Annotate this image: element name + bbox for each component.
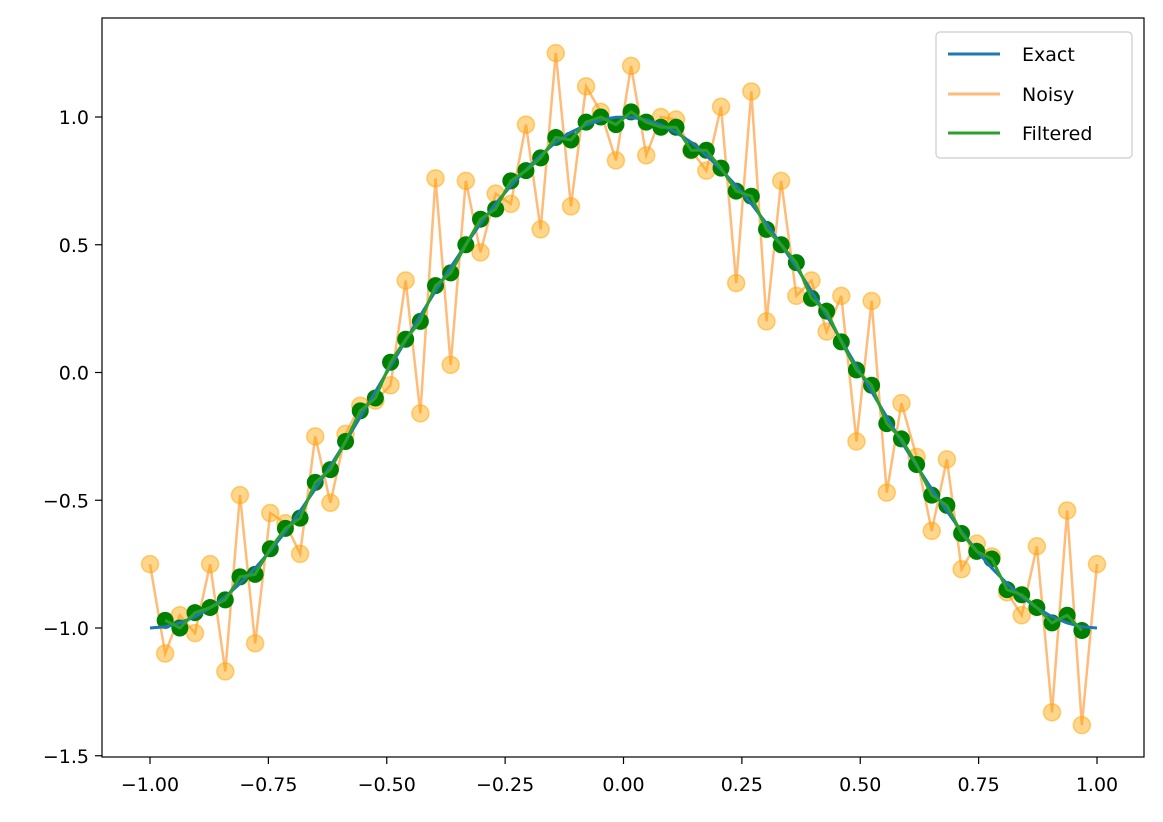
data-point-noisy (200, 554, 220, 574)
data-point-noisy (1087, 554, 1107, 574)
data-point-noisy (757, 312, 776, 331)
x-tick-label: −1.00 (121, 774, 179, 796)
data-point-noisy (230, 485, 250, 505)
data-point-noisy (576, 77, 596, 96)
data-point-noisy (245, 634, 265, 653)
data-point-noisy (216, 662, 235, 681)
data-point-noisy (1072, 715, 1092, 735)
data-point-noisy (290, 544, 310, 564)
data-point-noisy (892, 393, 911, 413)
data-point-noisy (306, 427, 325, 446)
data-point-noisy (321, 493, 340, 513)
data-point-noisy (185, 623, 205, 643)
x-tick-label: 0.00 (602, 774, 644, 796)
y-tick-label: 0.0 (59, 363, 89, 385)
data-point-noisy (426, 169, 445, 188)
series-line-filtered (164, 110, 1083, 632)
x-tick-label: 0.50 (839, 774, 881, 796)
y-tick-label: −0.5 (43, 490, 89, 512)
data-point-noisy (847, 432, 866, 451)
data-point-noisy (516, 115, 536, 134)
data-point-noisy (742, 82, 761, 101)
y-axis: −1.5 −1.0 −0.5 0.0 0.5 1.0 (43, 107, 102, 768)
y-tick-label: 1.0 (59, 107, 89, 129)
data-point-noisy (771, 171, 791, 191)
data-point-noisy (411, 404, 430, 423)
data-point-noisy (711, 97, 731, 117)
legend-box (935, 31, 1133, 159)
x-tick-label: 0.75 (957, 774, 999, 796)
x-tick-label: −0.50 (358, 774, 416, 796)
data-point-noisy (1042, 703, 1062, 722)
data-point-noisy (952, 559, 971, 579)
data-point-noisy (832, 286, 851, 306)
data-point-noisy (155, 644, 175, 663)
y-tick-label: 0.5 (59, 235, 89, 257)
data-point-noisy (697, 161, 716, 180)
data-point-noisy (877, 483, 897, 502)
data-point-noisy (787, 286, 806, 306)
x-tick-label: −0.25 (476, 774, 534, 796)
data-point-noisy (501, 194, 521, 214)
data-point-noisy (471, 243, 490, 262)
data-point-noisy (456, 171, 476, 191)
data-point-noisy (1027, 536, 1047, 556)
data-point-noisy (862, 291, 881, 311)
data-point-noisy (140, 554, 160, 574)
data-point-noisy (546, 43, 566, 63)
legend-label-noisy: Noisy (1022, 84, 1074, 106)
data-point-noisy (922, 521, 941, 541)
data-point-noisy (531, 220, 550, 239)
x-tick-label: 1.00 (1076, 774, 1118, 796)
y-tick-label: −1.0 (43, 618, 89, 640)
data-point-noisy (636, 146, 656, 165)
x-tick-label: −0.75 (239, 774, 297, 796)
x-axis: −1.00 −0.75 −0.50 −0.25 0.00 0.25 0.50 0.75 1.00 (121, 757, 1118, 796)
data-point-noisy (261, 503, 280, 523)
data-point-noisy (396, 271, 415, 290)
data-point-noisy (441, 355, 460, 375)
data-point-noisy (937, 450, 957, 469)
data-point-noisy (1057, 501, 1077, 520)
data-point-noisy (561, 197, 581, 216)
y-tick-label: −1.5 (43, 746, 89, 768)
plot-area (140, 43, 1107, 735)
legend-label-filtered: Filtered (1022, 123, 1092, 145)
legend: Exact Noisy Filtered (935, 31, 1133, 159)
data-point-noisy (726, 273, 746, 293)
data-point-noisy (606, 151, 626, 170)
data-point-noisy (1012, 605, 1031, 625)
legend-label-exact: Exact (1022, 44, 1075, 66)
x-tick-label: 0.25 (721, 774, 763, 796)
data-point-noisy (621, 56, 641, 76)
